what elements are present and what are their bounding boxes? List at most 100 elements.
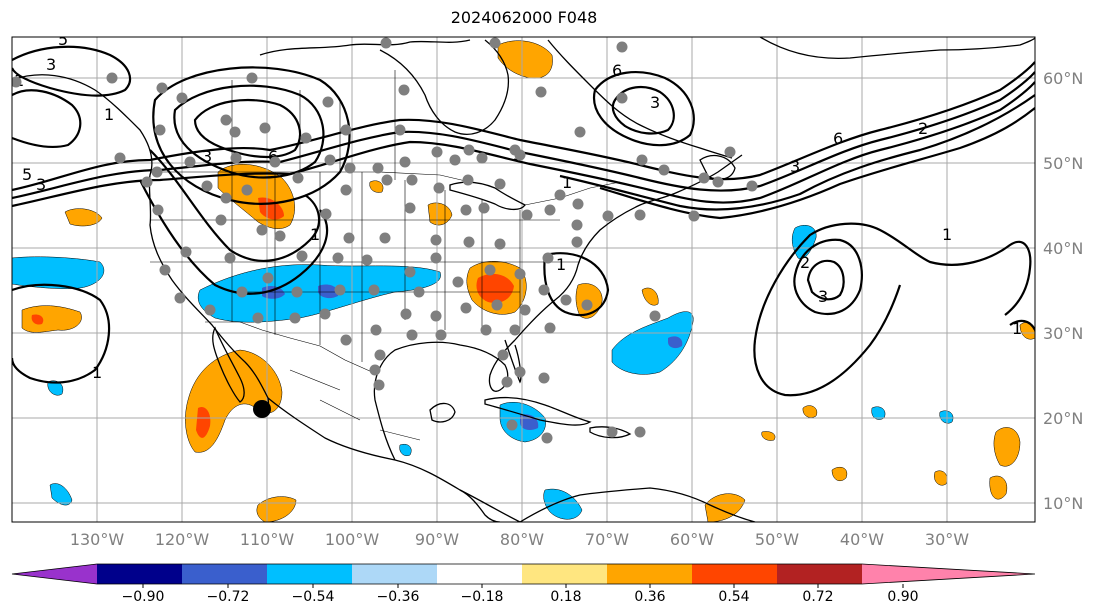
observation-dot xyxy=(506,419,518,431)
observation-dot xyxy=(433,182,445,194)
colorbar-tick-label: 0.72 xyxy=(802,589,833,605)
observation-dot xyxy=(340,184,352,196)
anomaly-negative-west xyxy=(12,256,105,289)
contour-jet-3 xyxy=(12,81,1035,208)
observation-dot xyxy=(406,174,418,186)
lat-label: 50°N xyxy=(1043,154,1083,173)
lon-label: 120°W xyxy=(155,530,210,549)
observation-dot xyxy=(724,146,736,158)
observation-dot xyxy=(224,252,236,264)
observation-dot xyxy=(201,180,213,192)
observation-dot xyxy=(560,294,572,306)
lat-label: 20°N xyxy=(1043,409,1083,428)
observation-dot xyxy=(400,308,412,320)
observation-dot xyxy=(370,324,382,336)
observation-dot xyxy=(430,234,442,246)
observation-dot xyxy=(435,329,447,341)
observation-dot xyxy=(369,364,381,376)
contour-label: 2 xyxy=(918,119,928,138)
anomaly-positive-east-atl xyxy=(993,427,1021,467)
coast-south-america xyxy=(519,487,756,522)
observation-dot xyxy=(574,126,586,138)
lon-label: 50°W xyxy=(755,530,799,549)
contour-labels: 5 3 1 3 5 6 1 1 3 6 3 1 1 3 6 2 1 2 3 1 … xyxy=(14,37,1022,382)
observation-dot xyxy=(501,376,513,388)
observation-dot xyxy=(404,266,416,278)
contour-atlantic-low-outer xyxy=(753,284,902,397)
lat-label: 10°N xyxy=(1043,494,1083,513)
latitude-labels: 60°N 50°N 40°N 30°N 20°N 10°N xyxy=(1043,69,1083,513)
colorbar-tick-label: −0.90 xyxy=(122,589,165,605)
observation-dot xyxy=(300,132,312,144)
contour-label: 1 xyxy=(562,173,572,192)
contour-label: 1 xyxy=(942,225,952,244)
contour-label: 6 xyxy=(268,147,278,166)
observation-dot xyxy=(572,198,584,210)
observation-dot xyxy=(746,180,758,192)
observation-dot xyxy=(229,126,241,138)
contour-north-pacific-2 xyxy=(12,89,82,149)
anomaly-negative-pacific xyxy=(49,483,73,506)
border-mexico-states xyxy=(289,369,421,441)
observation-dot xyxy=(292,172,304,184)
colorbar-ticks xyxy=(142,584,904,588)
observation-dot xyxy=(634,209,646,221)
observation-dot xyxy=(372,162,384,174)
contour-west-trough-2 xyxy=(139,179,329,295)
lon-label: 60°W xyxy=(670,530,714,549)
observation-dot xyxy=(381,174,393,186)
observation-dot xyxy=(658,164,670,176)
observation-dot xyxy=(489,37,501,49)
observation-dot xyxy=(291,286,303,298)
lon-label: 90°W xyxy=(415,530,459,549)
observation-dot xyxy=(394,124,406,136)
coast-hudson xyxy=(379,39,510,135)
observation-dot xyxy=(514,268,526,280)
anomaly-positive-small4 xyxy=(369,180,384,193)
observation-dot xyxy=(334,284,346,296)
observation-dot xyxy=(256,224,268,236)
highlight-marker xyxy=(253,400,271,418)
lat-label: 30°N xyxy=(1043,324,1083,343)
observation-dot xyxy=(476,152,488,164)
colorbar-outline xyxy=(11,563,1036,585)
contour-label: 1 xyxy=(1012,319,1022,338)
anomaly-positive-small1 xyxy=(934,470,948,486)
observation-dot xyxy=(174,292,186,304)
colorbar-segment xyxy=(692,564,777,584)
observation-dot xyxy=(636,154,648,166)
observation-dot xyxy=(180,246,192,258)
observation-dot xyxy=(463,236,475,248)
contour-northwest-low-3 xyxy=(152,66,351,205)
lat-label: 40°N xyxy=(1043,239,1083,258)
observation-dot xyxy=(296,250,308,262)
coast-east-us xyxy=(514,154,743,341)
observation-dot xyxy=(289,312,301,324)
anomaly-positive-southeast-core xyxy=(476,273,514,303)
observation-dot xyxy=(340,124,352,136)
observation-dot xyxy=(141,176,153,188)
coast-pacific-north xyxy=(12,74,270,415)
colorbar-segment xyxy=(522,564,607,584)
coast-arctic xyxy=(259,39,471,56)
contour-jet-outer xyxy=(12,61,1035,192)
observation-dot xyxy=(571,236,583,248)
observation-dot xyxy=(374,349,386,361)
observation-dot xyxy=(215,214,227,226)
lon-label: 110°W xyxy=(240,530,295,549)
colorbar-extend-low xyxy=(12,564,97,584)
contour-north-pacific xyxy=(12,45,132,97)
anomaly-negative-small2 xyxy=(939,410,954,424)
coast-central-america xyxy=(459,489,501,522)
observation-dot xyxy=(413,286,425,298)
anomaly-positive-mexico-core xyxy=(196,406,211,438)
observation-dot xyxy=(236,286,248,298)
contour-label: 5 xyxy=(22,165,32,184)
anomaly-negative-atlantic xyxy=(611,311,694,375)
anomaly-negative-core1 xyxy=(262,286,285,299)
observation-dot xyxy=(269,156,281,168)
contour-label: 1 xyxy=(92,363,102,382)
observation-dot xyxy=(606,426,618,438)
observation-dot xyxy=(246,72,258,84)
colorbar-segment xyxy=(352,564,437,584)
